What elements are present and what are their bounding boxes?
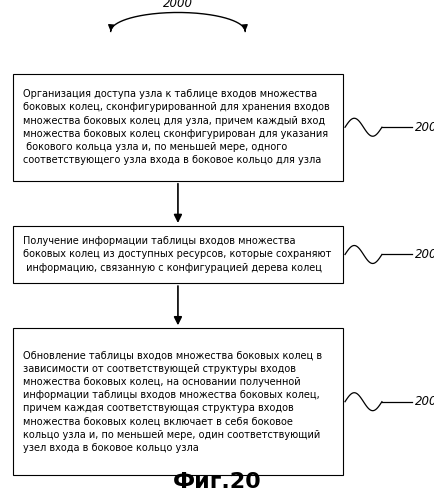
Text: 2003: 2003 — [414, 395, 434, 408]
Text: 2002: 2002 — [414, 248, 434, 261]
Text: Фиг.20: Фиг.20 — [173, 472, 261, 492]
FancyBboxPatch shape — [13, 328, 343, 475]
FancyBboxPatch shape — [13, 226, 343, 283]
Text: Получение информации таблицы входов множества
боковых колец из доступных ресурсо: Получение информации таблицы входов множ… — [23, 237, 331, 272]
Text: Организация доступа узла к таблице входов множества
боковых колец, сконфигуриров: Организация доступа узла к таблице входо… — [23, 89, 329, 165]
Text: 2000: 2000 — [163, 0, 193, 10]
Text: 2001: 2001 — [414, 121, 434, 134]
FancyBboxPatch shape — [13, 74, 343, 181]
Text: Обновление таблицы входов множества боковых колец в
зависимости от соответствующ: Обновление таблицы входов множества боко… — [23, 350, 322, 453]
